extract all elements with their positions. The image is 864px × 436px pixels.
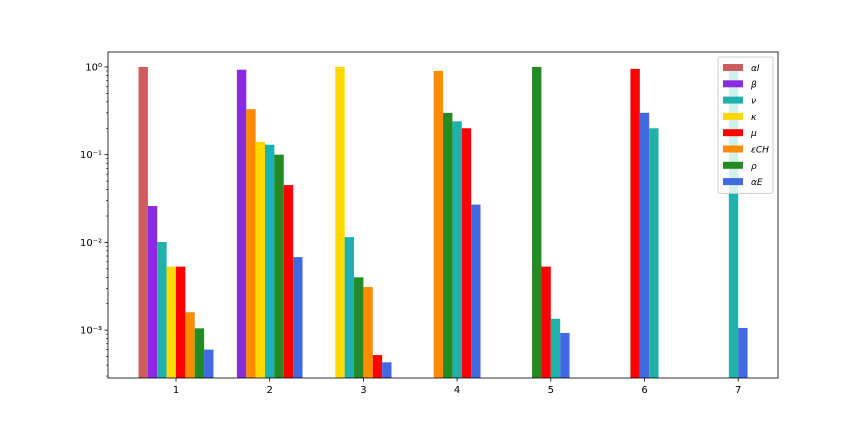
bar <box>433 70 444 378</box>
bar <box>246 109 256 378</box>
legend-swatch <box>723 80 743 88</box>
bar <box>382 362 392 378</box>
legend-box <box>717 56 774 194</box>
bar <box>363 287 373 378</box>
bar <box>649 128 659 378</box>
bar <box>255 141 266 378</box>
bar <box>166 266 176 378</box>
legend-label: ν <box>751 97 756 107</box>
axes-frame <box>107 51 779 379</box>
plot-area <box>138 66 748 378</box>
legend-swatch <box>723 178 743 186</box>
bar <box>138 66 148 378</box>
bar <box>471 204 481 378</box>
bar <box>344 237 355 378</box>
bar <box>274 154 284 378</box>
bar <box>461 128 472 378</box>
bar <box>176 266 186 378</box>
y-tick-label: 10⁰ <box>85 62 102 73</box>
y-tick-label: 10⁻² <box>80 238 102 249</box>
legend-label: ρ <box>751 162 757 172</box>
bar <box>452 121 462 378</box>
x-tick-label: 6 <box>641 385 647 396</box>
bar <box>372 355 383 378</box>
legend-swatch <box>723 96 743 104</box>
bar <box>443 112 453 378</box>
legend-swatch <box>723 145 743 153</box>
x-tick-label: 5 <box>548 385 554 396</box>
bar <box>236 69 247 378</box>
bar <box>550 318 561 378</box>
x-tick-label: 7 <box>735 385 741 396</box>
bar <box>738 327 748 378</box>
legend-label: μ <box>750 129 757 139</box>
legend-swatch <box>723 112 743 120</box>
bar <box>265 144 275 378</box>
bar <box>541 266 551 378</box>
y-tick-label: 10⁻¹ <box>80 150 102 161</box>
legend-swatch <box>723 129 743 137</box>
bar <box>185 312 195 378</box>
bar <box>283 185 294 378</box>
bar <box>293 257 303 378</box>
bar <box>204 349 214 378</box>
bar <box>354 277 364 378</box>
x-tick-label: 3 <box>360 385 366 396</box>
legend-label: αE <box>751 178 763 188</box>
x-tick-label: 2 <box>267 385 273 396</box>
bar <box>194 328 205 378</box>
bar <box>335 66 345 378</box>
legend-label: αI <box>751 64 760 74</box>
bar <box>630 68 640 378</box>
bar <box>639 112 650 378</box>
legend-label: κ <box>751 113 757 123</box>
legend-swatch <box>723 64 743 71</box>
bar <box>157 242 167 378</box>
legend-label: β <box>750 80 757 90</box>
y-tick-label: 10⁻³ <box>80 326 102 337</box>
legend-swatch <box>723 161 743 169</box>
bar <box>532 66 542 378</box>
x-tick-label: 1 <box>173 385 179 396</box>
legend-label: εCH <box>751 146 769 156</box>
bar <box>560 332 570 378</box>
bar <box>728 66 739 378</box>
x-tick-label: 4 <box>454 385 460 396</box>
bar <box>147 206 158 378</box>
